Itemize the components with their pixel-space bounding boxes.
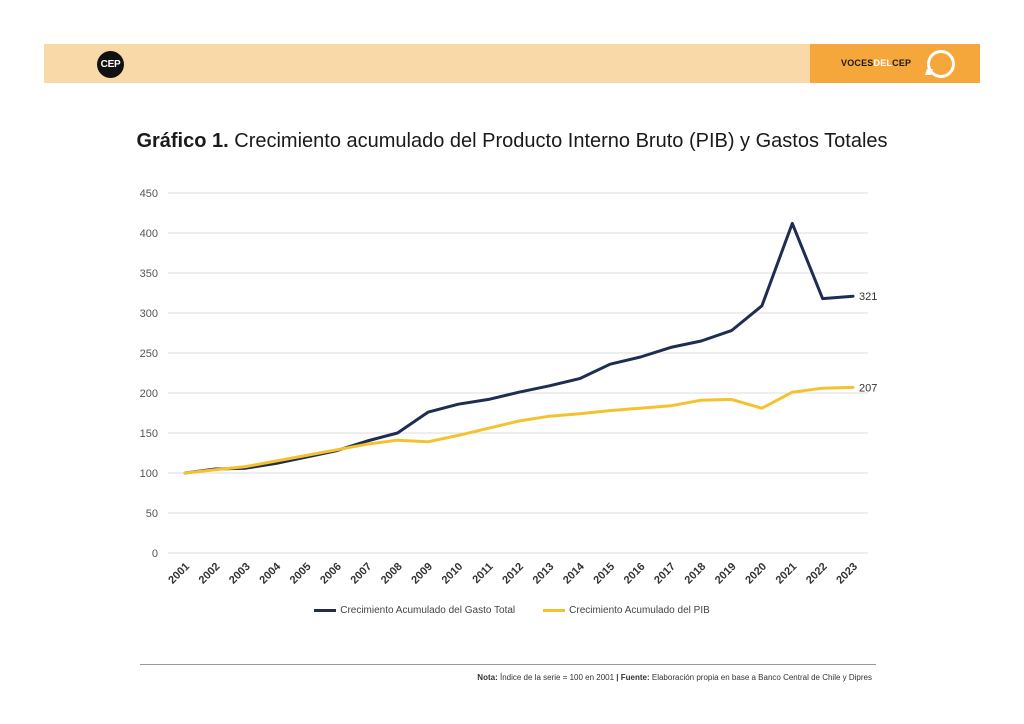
x-tick-label-2009: 2009 (409, 561, 435, 587)
x-tick-label-2019: 2019 (713, 561, 739, 587)
y-tick-label-150: 150 (140, 428, 158, 440)
chart-title-bold: Gráfico 1. (136, 130, 229, 152)
y-tick-label-400: 400 (140, 228, 158, 240)
x-tick-label-2017: 2017 (652, 561, 678, 587)
x-tick-label-2012: 2012 (500, 561, 526, 587)
voces-del-cep-logo: VOCESDELCEP (810, 44, 980, 83)
voces-del-cep-text: VOCESDELCEP (841, 58, 911, 68)
x-tick-label-2010: 2010 (440, 561, 466, 587)
footer-divider (140, 664, 876, 665)
legend-item-gasto: Crecimiento Acumulado del Gasto Total (314, 605, 515, 616)
legend-label-pib: Crecimiento Acumulado del PIB (569, 605, 710, 616)
x-tick-label-2011: 2011 (470, 561, 495, 586)
x-tick-label-2018: 2018 (683, 561, 709, 587)
y-tick-label-350: 350 (140, 268, 158, 280)
nota-label: Nota: (477, 673, 498, 682)
y-tick-label-300: 300 (140, 308, 158, 320)
x-tick-label-2004: 2004 (257, 560, 283, 586)
fuente-text: Elaboración propia en base a Banco Centr… (649, 673, 872, 682)
x-tick-label-2002: 2002 (197, 561, 223, 587)
y-tick-label-200: 200 (140, 388, 158, 400)
chart-legend: Crecimiento Acumulado del Gasto Total Cr… (0, 605, 1024, 616)
x-tick-label-2014: 2014 (561, 560, 587, 586)
x-tick-label-2020: 2020 (743, 561, 769, 587)
chart-title-text: Crecimiento acumulado del Producto Inter… (228, 130, 888, 152)
y-tick-label-250: 250 (140, 348, 158, 360)
legend-item-pib: Crecimiento Acumulado del PIB (543, 605, 710, 616)
legend-label-gasto: Crecimiento Acumulado del Gasto Total (340, 605, 516, 616)
voces-text-part1: VOCES (841, 58, 874, 68)
x-tick-label-2023: 2023 (834, 561, 860, 587)
x-tick-label-2005: 2005 (288, 561, 314, 587)
end-label-gasto: 321 (859, 291, 877, 303)
legend-swatch-gasto (314, 609, 337, 612)
speech-bubble-icon (927, 50, 955, 78)
footer-note: Nota: Índice de la serie = 100 en 2001 |… (477, 673, 872, 682)
legend-swatch-pib (543, 609, 566, 612)
chart-title: Gráfico 1. Crecimiento acumulado del Pro… (0, 130, 1024, 153)
y-tick-label-100: 100 (140, 468, 158, 480)
y-tick-label-450: 450 (140, 188, 158, 200)
x-tick-label-2008: 2008 (379, 561, 405, 587)
series-line-pib (183, 385, 855, 475)
end-label-pib: 207 (859, 382, 877, 394)
x-tick-label-2016: 2016 (622, 561, 648, 587)
fuente-label: Fuente: (618, 673, 650, 682)
voces-text-part2: DEL (873, 58, 893, 68)
x-tick-label-2022: 2022 (804, 561, 830, 587)
cep-logo: CEP (97, 51, 124, 78)
y-tick-label-0: 0 (152, 548, 158, 560)
x-tick-label-2007: 2007 (349, 561, 375, 587)
y-tick-label-50: 50 (146, 508, 158, 520)
x-tick-label-2003: 2003 (227, 561, 253, 587)
nota-text: Índice de la serie = 100 en 2001 (497, 673, 617, 682)
cep-logo-text: CEP (100, 59, 121, 70)
x-tick-label-2021: 2021 (774, 561, 800, 587)
x-tick-label-2013: 2013 (531, 561, 557, 587)
x-tick-label-2001: 2001 (166, 561, 192, 587)
x-tick-label-2015: 2015 (591, 561, 617, 587)
series-line-gasto (183, 221, 855, 475)
x-tick-label-2006: 2006 (318, 561, 344, 587)
voces-text-part3: CEP (892, 58, 912, 68)
footer-separator: | (616, 673, 619, 682)
